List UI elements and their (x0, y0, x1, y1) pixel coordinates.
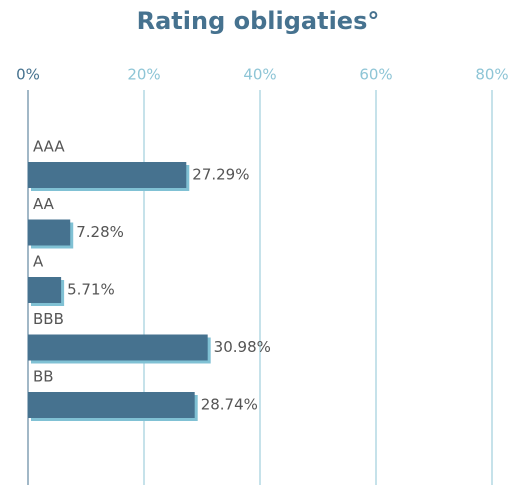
value-label: 28.74% (201, 396, 258, 414)
value-label: 5.71% (67, 281, 115, 299)
bar (28, 219, 71, 246)
x-tick-label: 0% (16, 66, 40, 84)
category-label: AAA (33, 138, 65, 156)
x-tick-label: 80% (475, 66, 508, 84)
chart-title: Rating obligaties° (137, 7, 380, 35)
category-label: AA (33, 195, 55, 213)
category-label: A (33, 253, 44, 271)
bar (28, 162, 187, 188)
bar (28, 334, 208, 361)
bar (28, 392, 195, 418)
value-label: 27.29% (192, 166, 249, 184)
x-tick-label: 40% (243, 66, 276, 84)
x-tick-label: 60% (359, 66, 392, 84)
value-label: 30.98% (214, 338, 271, 356)
category-label: BBB (33, 310, 64, 328)
x-tick-label: 20% (127, 66, 160, 84)
value-label: 7.28% (76, 223, 124, 241)
category-label: BB (33, 368, 54, 386)
bar (28, 277, 62, 303)
